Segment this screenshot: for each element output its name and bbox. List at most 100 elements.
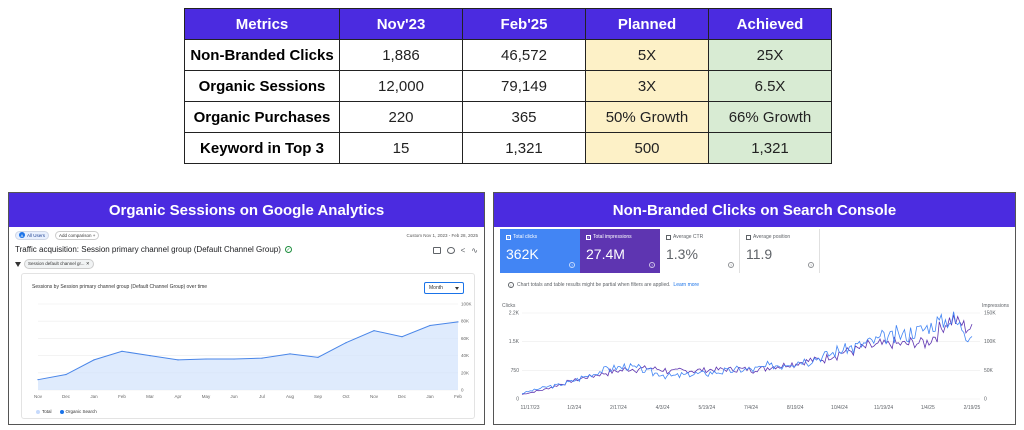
check-circle-icon[interactable]: ✓ <box>284 246 292 253</box>
x-tick-label: Apr <box>174 394 182 399</box>
x-tick-label: 8/19/24 <box>787 405 804 411</box>
average-ctr-tile[interactable]: Average CTR 1.3% ? <box>660 229 740 273</box>
feb25-value: 1,321 <box>462 132 586 164</box>
x-tick-label: Oct <box>342 394 350 399</box>
data-point <box>317 356 319 358</box>
tile-label: Average position <box>753 234 791 240</box>
chart-icon[interactable] <box>432 247 441 254</box>
x-tick-label: 1/2/24 <box>567 405 581 411</box>
learn-more-link[interactable]: Learn more <box>673 282 699 288</box>
help-icon[interactable]: ? <box>649 262 655 268</box>
left-tick-label: 2.2K <box>509 311 520 317</box>
x-tick-label: 2/17/24 <box>610 405 627 411</box>
feb25-value: 79,149 <box>462 70 586 102</box>
x-tick-label: 10/4/24 <box>831 405 848 411</box>
ga-legend: Total Organic Search <box>36 409 97 414</box>
dropdown-value: Month <box>429 285 443 291</box>
x-tick-label: 2/19/25 <box>964 405 981 411</box>
header-achieved: Achieved <box>708 8 832 40</box>
x-tick-label: Jul <box>259 394 265 399</box>
metric-name: Organic Purchases <box>184 101 340 133</box>
x-tick-label: 5/19/24 <box>698 405 715 411</box>
data-point <box>93 359 95 361</box>
nov23-value: 12,000 <box>339 70 463 102</box>
help-icon[interactable]: ? <box>728 262 734 268</box>
achieved-value: 25X <box>708 39 832 71</box>
total-clicks-tile[interactable]: ✓ Total clicks 362K ? <box>500 229 580 273</box>
checkbox-checked-icon[interactable]: ✓ <box>586 234 591 240</box>
insights-icon[interactable]: ∿ <box>471 246 478 255</box>
achieved-value: 6.5X <box>708 70 832 102</box>
planned-value: 3X <box>585 70 709 102</box>
filter-chip-label: Session default channel gr... <box>28 261 85 266</box>
planned-value: 5X <box>585 39 709 71</box>
x-tick-label: Dec <box>62 394 71 399</box>
compare-icon[interactable] <box>446 247 455 254</box>
x-tick-label: 7/4/24 <box>744 405 758 411</box>
checkbox-icon[interactable] <box>746 234 751 240</box>
legend-organic: Organic Search <box>59 409 97 414</box>
x-tick-label: Feb <box>454 394 462 399</box>
left-axis-label: Clicks <box>502 303 516 309</box>
planned-value: 50% Growth <box>585 101 709 133</box>
all-users-chip[interactable]: A All Users <box>15 230 50 240</box>
right-tick-label: 150K <box>984 311 996 317</box>
chevron-down-icon <box>455 287 459 290</box>
total-impressions-tile[interactable]: ✓ Total impressions 27.4M ? <box>580 229 660 273</box>
filter-notice: i Chart totals and table results might b… <box>508 282 699 288</box>
y-tick-label: 60K <box>461 336 469 341</box>
gsc-panel-title: Non-Branded Clicks on Search Console <box>494 193 1015 227</box>
add-comparison-button[interactable]: Add comparison + <box>55 230 100 240</box>
help-icon[interactable]: ? <box>808 262 814 268</box>
y-tick-label: 80K <box>461 319 469 324</box>
tile-value: 1.3% <box>666 246 698 262</box>
close-icon[interactable]: ✕ <box>85 261 90 266</box>
x-tick-label: Jan <box>90 394 98 399</box>
granularity-dropdown[interactable]: Month <box>424 282 464 294</box>
data-point <box>457 321 459 323</box>
share-icon[interactable]: < <box>460 246 466 255</box>
filter-icon[interactable] <box>15 261 21 267</box>
data-point <box>121 350 123 352</box>
report-title: Traffic acquisition: Session primary cha… <box>15 245 281 254</box>
channel-filter-chip[interactable]: Session default channel gr... ✕ <box>24 259 94 269</box>
ga-sessions-chart: 0 20K 40K 60K 80K 100K Nov Dec Jan Feb Mar Apr May Ju… <box>34 302 472 400</box>
ga-report-heading: Traffic acquisition: Session primary cha… <box>15 245 292 254</box>
y-tick-label: 40K <box>461 353 469 358</box>
table-row: Organic Sessions 12,000 79,149 3X 6.5X <box>184 70 832 102</box>
ga-chart-card: Sessions by Session primary channel grou… <box>21 273 475 419</box>
right-tick-label: 100K <box>984 339 996 345</box>
metric-name: Non-Branded Clicks <box>184 39 340 71</box>
ga-filter-bar: Session default channel gr... ✕ <box>15 259 94 269</box>
planned-value: 500 <box>585 132 709 164</box>
metric-name: Organic Sessions <box>184 70 340 102</box>
achieved-value: 1,321 <box>708 132 832 164</box>
x-tick-label: 1/4/25 <box>921 405 935 411</box>
date-range-picker[interactable]: Custom Nov 1, 2023 - Feb 28, 2025 <box>406 232 478 238</box>
x-tick-label: Dec <box>398 394 407 399</box>
audience-icon: A <box>19 232 25 238</box>
ga-toolbar: A All Users Add comparison + Custom Nov … <box>15 229 478 241</box>
right-tick-label: 0 <box>984 397 987 403</box>
x-tick-label: 11/19/24 <box>874 405 893 411</box>
right-axis-label: Impressions <box>982 303 1009 309</box>
help-icon[interactable]: ? <box>569 262 575 268</box>
y-tick-label: 100K <box>461 302 472 307</box>
checkbox-icon[interactable] <box>666 234 671 240</box>
tile-label: Total impressions <box>593 234 632 240</box>
notice-text: Chart totals and table results might be … <box>517 282 671 288</box>
checkbox-checked-icon[interactable]: ✓ <box>506 234 511 240</box>
average-position-tile[interactable]: Average position 11.9 ? <box>740 229 820 273</box>
series-line-impressions <box>521 314 973 395</box>
all-users-label: All Users <box>27 232 46 238</box>
left-tick-label: 1.5K <box>509 339 520 345</box>
data-point <box>65 373 67 376</box>
x-tick-label: Sep <box>314 394 323 399</box>
nov23-value: 220 <box>339 101 463 133</box>
info-icon: i <box>508 282 514 288</box>
tile-value: 362K <box>506 246 539 262</box>
gsc-panel: Non-Branded Clicks on Search Console ✓ To… <box>493 192 1016 425</box>
data-point <box>205 358 207 360</box>
x-tick-label: Mar <box>146 394 154 399</box>
data-point <box>429 324 431 327</box>
